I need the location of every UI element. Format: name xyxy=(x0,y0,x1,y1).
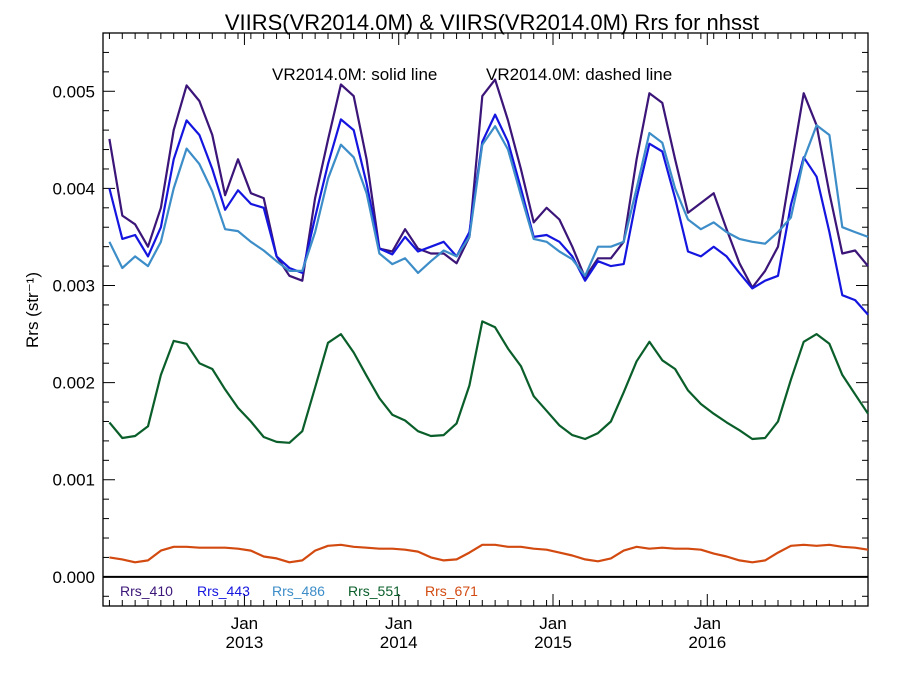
legend-entry-rrs-671: Rrs_671 xyxy=(425,583,478,599)
legend-entry-rrs-443: Rrs_443 xyxy=(197,583,250,599)
y-tick-label: 0.005 xyxy=(52,82,95,101)
series-line-rrs-486 xyxy=(108,124,869,277)
annotation-solid-line: VR2014.0M: solid line xyxy=(272,65,437,84)
y-tick-label: 0.003 xyxy=(52,277,95,296)
y-tick-label: 0.004 xyxy=(52,179,95,198)
x-tick-year-label: 2015 xyxy=(534,633,572,652)
legend-entry-rrs-551: Rrs_551 xyxy=(348,583,401,599)
series-line-rrs-671 xyxy=(109,543,869,564)
x-tick-year-label: 2014 xyxy=(380,633,418,652)
x-tick-month-label: Jan xyxy=(231,614,258,633)
x-tick-month-label: Jan xyxy=(385,614,412,633)
y-axis-label: Rrs (str⁻¹) xyxy=(23,272,42,348)
annotation-dashed-line: VR2014.0M: dashed line xyxy=(486,65,672,84)
x-tick-month-label: Jan xyxy=(694,614,721,633)
series-line-rrs-443 xyxy=(108,113,869,316)
series-line-rrs-410 xyxy=(108,78,869,289)
legend-entry-rrs-486: Rrs_486 xyxy=(272,583,325,599)
chart-title: VIIRS(VR2014.0M) & VIIRS(VR2014.0M) Rrs … xyxy=(225,10,759,35)
x-tick-month-label: Jan xyxy=(539,614,566,633)
y-tick-label: 0.001 xyxy=(52,471,95,490)
plot-area: 0.0000.0010.0020.0030.0040.005Jan2013Jan… xyxy=(52,32,869,652)
y-tick-label: 0.000 xyxy=(52,568,95,587)
series-line-rrs-551 xyxy=(108,320,869,444)
x-tick-year-label: 2013 xyxy=(226,633,264,652)
legend-entry-rrs-410: Rrs_410 xyxy=(120,583,173,599)
plot-frame xyxy=(102,32,869,607)
x-tick-year-label: 2016 xyxy=(688,633,726,652)
y-tick-label: 0.002 xyxy=(52,374,95,393)
